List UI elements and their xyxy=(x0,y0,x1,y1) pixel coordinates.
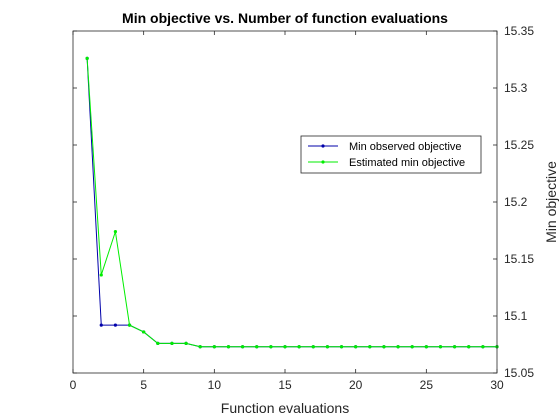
x-tick-label: 25 xyxy=(420,378,434,392)
series-point-estimated-min-objective xyxy=(368,345,372,349)
series-point-estimated-min-objective xyxy=(127,323,132,327)
y-tick-label: 15.1 xyxy=(504,309,528,323)
plot-background xyxy=(73,31,497,373)
x-tick-label: 0 xyxy=(70,378,77,392)
x-tick-label: 30 xyxy=(490,378,504,392)
y-tick-label: 15.2 xyxy=(504,195,528,209)
x-tick-label: 5 xyxy=(140,378,147,392)
series-point-estimated-min-objective xyxy=(241,345,245,349)
series-point-estimated-min-objective xyxy=(453,345,457,349)
series-point-estimated-min-objective xyxy=(325,345,329,349)
legend-box xyxy=(300,135,482,174)
y-tick-label: 15.15 xyxy=(504,252,534,266)
y-tick-label: 15.05 xyxy=(504,366,534,380)
series-point-estimated-min-objective xyxy=(297,345,301,349)
series-point-estimated-min-objective xyxy=(156,341,160,345)
series-point-estimated-min-objective xyxy=(99,273,103,277)
series-point-estimated-min-objective xyxy=(142,330,146,334)
x-tick-label: 10 xyxy=(208,378,222,392)
series-point-min-observed-objective xyxy=(99,323,103,327)
series-point-estimated-min-objective xyxy=(113,230,117,234)
y-tick-label: 15.25 xyxy=(504,138,534,152)
series-point-estimated-min-objective xyxy=(255,345,259,349)
series-layer xyxy=(85,56,499,349)
series-line-estimated-min-objective xyxy=(86,58,497,348)
series-point-estimated-min-objective xyxy=(410,345,414,349)
y-tick-label: 15.3 xyxy=(504,81,528,95)
series-point-estimated-min-objective xyxy=(424,345,428,349)
series-point-estimated-min-objective xyxy=(396,345,400,349)
legend-label-estimated: Estimated min objective xyxy=(349,157,465,169)
series-point-estimated-min-objective xyxy=(382,345,386,349)
series-point-estimated-min-objective xyxy=(170,341,174,345)
y-tick-label: 15.35 xyxy=(504,24,534,38)
y-axis-label: Min objective xyxy=(543,161,559,243)
series-point-estimated-min-objective xyxy=(339,345,344,349)
legend: Min observed objective Estimated min obj… xyxy=(300,135,482,174)
series-point-estimated-min-objective xyxy=(198,345,202,349)
series-point-estimated-min-objective xyxy=(184,341,188,345)
legend-marker-min-observed xyxy=(321,144,325,148)
legend-label-min-observed: Min observed objective xyxy=(349,141,462,153)
series-point-estimated-min-objective xyxy=(269,345,273,349)
plot-frame xyxy=(72,30,498,374)
series-point-estimated-min-objective xyxy=(467,345,471,349)
x-tick-label: 15 xyxy=(278,378,292,392)
series-point-estimated-min-objective xyxy=(212,345,216,349)
x-tick-label: 20 xyxy=(349,378,363,392)
series-point-estimated-min-objective xyxy=(85,56,89,60)
series-point-estimated-min-objective xyxy=(226,345,231,349)
series-point-estimated-min-objective xyxy=(438,345,443,349)
series-point-estimated-min-objective xyxy=(283,345,287,349)
chart-title: Min objective vs. Number of function eva… xyxy=(122,10,448,26)
series-point-estimated-min-objective xyxy=(354,345,358,349)
series-point-min-observed-objective xyxy=(113,323,117,327)
series-point-estimated-min-objective xyxy=(311,345,315,349)
legend-marker-estimated xyxy=(321,160,325,164)
x-axis-label: Function evaluations xyxy=(221,400,349,416)
series-point-estimated-min-objective xyxy=(481,345,485,349)
